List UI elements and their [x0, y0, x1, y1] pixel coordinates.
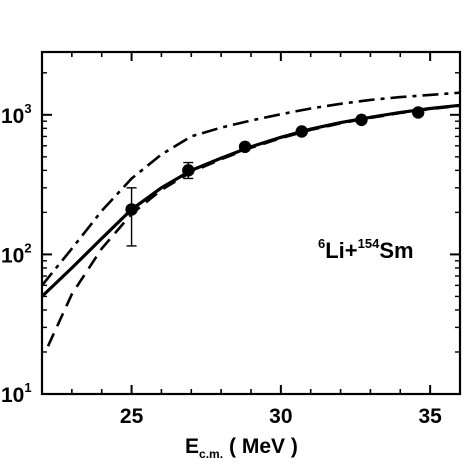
data-point-3 [295, 125, 308, 138]
series-line-solid [42, 103, 460, 298]
x-tick-label-30: 30 [269, 405, 292, 428]
data-point-4 [355, 113, 368, 127]
data-point-0 [125, 203, 138, 216]
x-axis-title-unit: ( MeV ) [229, 435, 298, 458]
series-line-dashdot [42, 91, 460, 287]
y-tick-label-2: 102 [1, 240, 32, 267]
x-axis-title: Ec.m. ( MeV ) [185, 435, 298, 461]
y-tick-label-1: 101 [1, 380, 32, 407]
plot-frame [40, 50, 462, 396]
data-points-layer [125, 106, 425, 247]
data-point-2 [238, 140, 252, 154]
ticks-layer: 25 30 35 101 102 103 [1, 52, 461, 428]
data-point-5 [412, 106, 425, 119]
x-axis-title-main: E [185, 435, 199, 458]
data-point-1 [182, 164, 195, 177]
x-tick-label-35: 35 [418, 405, 442, 428]
annotation-sup-6: 6 [318, 236, 325, 251]
x-axis-title-sub: c.m. [199, 447, 223, 461]
series-layer [42, 91, 460, 347]
axes-layer [40, 50, 462, 396]
annotation-sup-154: 154 [358, 236, 380, 251]
annotation-li: Li+ [325, 238, 357, 263]
series-line-dash [46, 104, 460, 347]
y-tick-label-3: 103 [1, 101, 32, 128]
annotation-label: 6Li+154Sm [318, 236, 414, 263]
annotation-sm: Sm [379, 238, 413, 263]
x-tick-label-25: 25 [120, 405, 144, 428]
